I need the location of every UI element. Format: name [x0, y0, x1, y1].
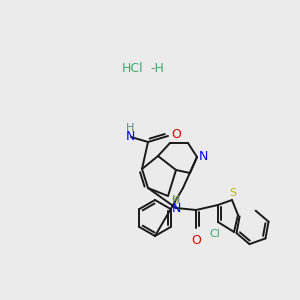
Text: Cl: Cl — [210, 229, 220, 239]
Text: -H: -H — [150, 61, 164, 74]
Text: S: S — [230, 188, 237, 198]
Text: S: S — [171, 196, 178, 206]
Text: H: H — [172, 195, 180, 205]
Text: N: N — [199, 151, 208, 164]
Text: N: N — [125, 130, 135, 143]
Text: O: O — [191, 234, 201, 247]
Text: N: N — [171, 202, 181, 214]
Text: H: H — [126, 123, 134, 133]
Text: HCl: HCl — [122, 61, 144, 74]
Text: O: O — [171, 128, 181, 142]
